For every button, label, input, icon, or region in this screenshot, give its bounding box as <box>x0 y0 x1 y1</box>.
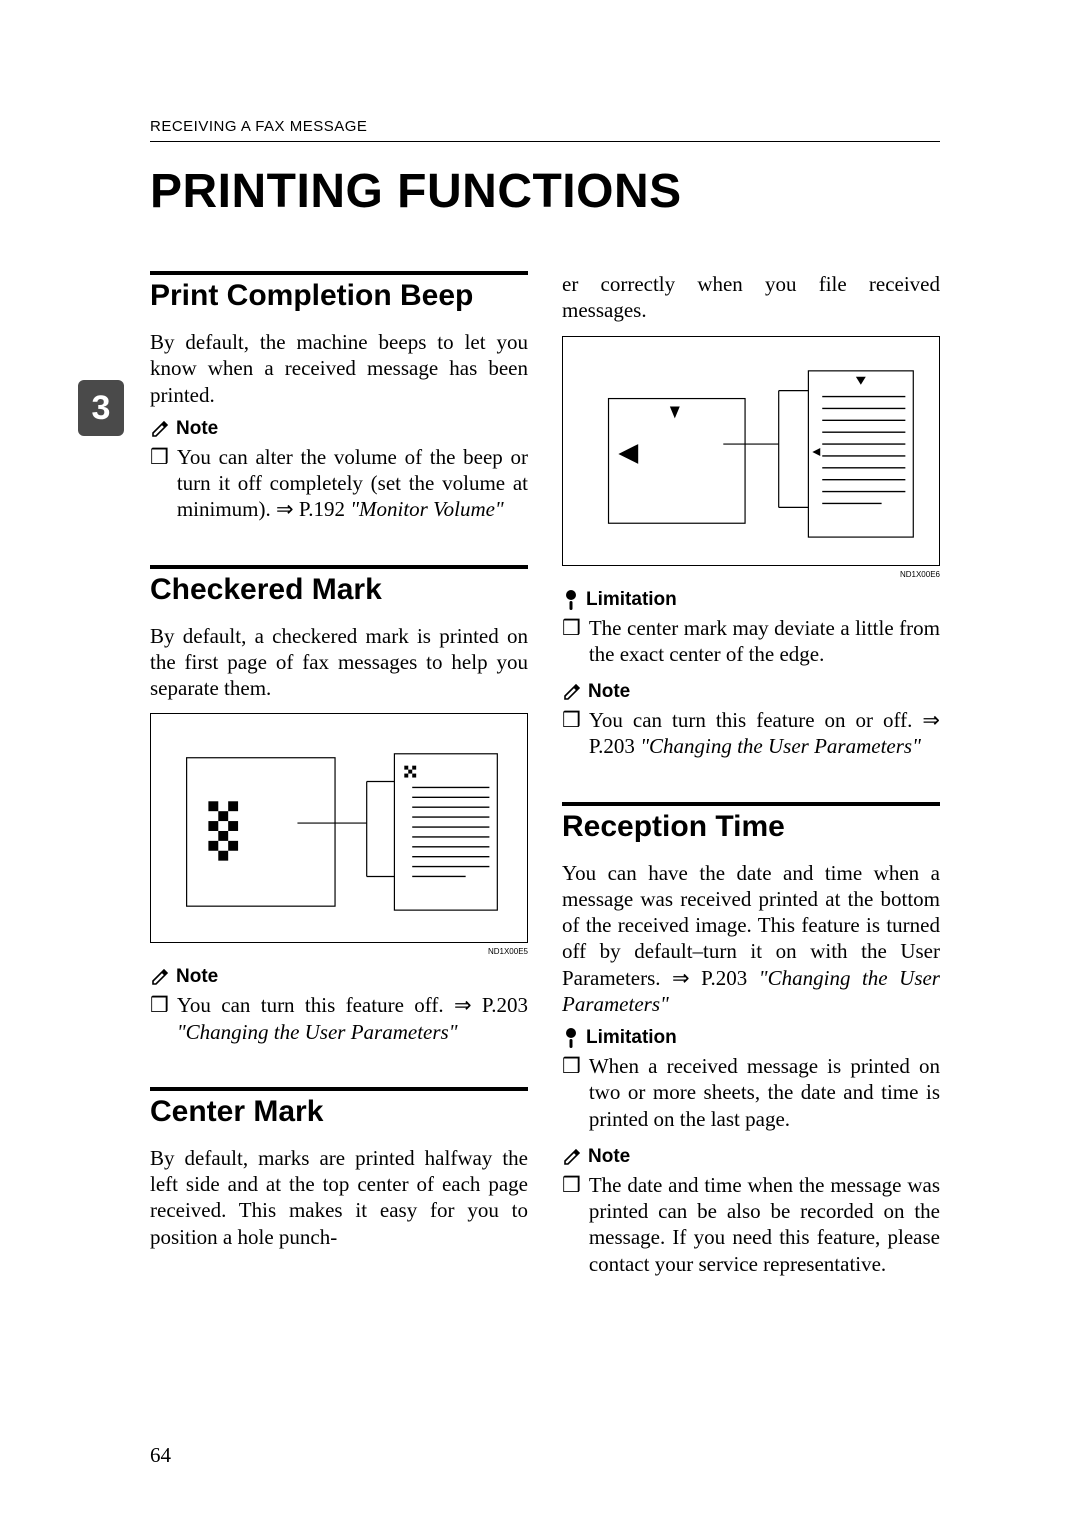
section-head-reception: Reception Time <box>562 810 940 844</box>
pencil-icon <box>150 967 170 987</box>
bullet-icon: ❒ <box>150 444 169 523</box>
section-rule <box>562 802 940 806</box>
section-head-print-beep: Print Completion Beep <box>150 279 528 313</box>
section-head-center: Center Mark <box>150 1095 528 1129</box>
note-callout: Note <box>562 1146 940 1168</box>
limitation-label: Limitation <box>586 589 677 611</box>
figure-code: ND1X00E5 <box>150 947 528 956</box>
note-item: ❒ You can turn this feature off. ⇒ P.203… <box>150 992 528 1045</box>
center-mark-diagram-icon <box>563 337 939 565</box>
section-rule <box>150 271 528 275</box>
note-text: You can turn this feature off. ⇒ P.203 "… <box>177 992 528 1045</box>
checkered-diagram-icon <box>151 714 527 942</box>
figure-code: ND1X00E6 <box>562 570 940 579</box>
running-head: RECEIVING A FAX MESSAGE <box>150 118 940 135</box>
note-callout: Note <box>562 681 940 703</box>
section-rule <box>150 565 528 569</box>
limitation-callout: Limitation <box>562 589 940 611</box>
section-rule <box>150 1087 528 1091</box>
pencil-icon <box>150 419 170 439</box>
note-text-plain: You can turn this feature off. ⇒ P.203 <box>177 993 528 1017</box>
note-text-ital: "Changing the User Parameters" <box>640 734 921 758</box>
body-text: By default, a checkered mark is printed … <box>150 623 528 702</box>
limitation-label: Limitation <box>586 1027 677 1049</box>
columns: Print Completion Beep By default, the ma… <box>150 271 940 1291</box>
note-item: ❒ The date and time when the message was… <box>562 1172 940 1277</box>
limitation-item: ❒ When a received message is printed on … <box>562 1053 940 1132</box>
note-text: You can turn this feature on or off. ⇒ P… <box>589 707 940 760</box>
bullet-icon: ❒ <box>562 1053 581 1132</box>
body-text: By default, marks are printed halfway th… <box>150 1145 528 1250</box>
note-text-ital: "Monitor Volume" <box>350 497 504 521</box>
limitation-text: When a received message is printed on tw… <box>589 1053 940 1132</box>
note-callout: Note <box>150 418 528 440</box>
bullet-icon: ❒ <box>150 992 169 1045</box>
page: RECEIVING A FAX MESSAGE PRINTING FUNCTIO… <box>0 0 1080 1528</box>
page-number: 64 <box>150 1443 171 1468</box>
pencil-icon <box>562 1147 582 1167</box>
header-rule <box>150 141 940 142</box>
page-title: PRINTING FUNCTIONS <box>150 164 940 219</box>
note-callout: Note <box>150 966 528 988</box>
right-column: er correctly when you file received mess… <box>562 271 940 1291</box>
note-label: Note <box>588 681 630 703</box>
note-label: Note <box>176 418 218 440</box>
figure-center-mark <box>562 336 940 566</box>
left-column: Print Completion Beep By default, the ma… <box>150 271 528 1291</box>
bullet-icon: ❒ <box>562 1172 581 1277</box>
note-text: You can alter the volume of the beep or … <box>177 444 528 523</box>
limitation-callout: Limitation <box>562 1027 940 1049</box>
body-text: You can have the date and time when a me… <box>562 860 940 1018</box>
limitation-icon <box>562 589 580 611</box>
bullet-icon: ❒ <box>562 707 581 760</box>
limitation-item: ❒ The center mark may deviate a little f… <box>562 615 940 668</box>
body-text: By default, the machine beeps to let you… <box>150 329 528 408</box>
note-text: The date and time when the message was p… <box>589 1172 940 1277</box>
limitation-text: The center mark may deviate a little fro… <box>589 615 940 668</box>
section-head-checkered: Checkered Mark <box>150 573 528 607</box>
limitation-icon <box>562 1027 580 1049</box>
note-item: ❒ You can turn this feature on or off. ⇒… <box>562 707 940 760</box>
body-text-continuation: er correctly when you file received mess… <box>562 271 940 324</box>
note-item: ❒ You can alter the volume of the beep o… <box>150 444 528 523</box>
bullet-icon: ❒ <box>562 615 581 668</box>
note-label: Note <box>176 966 218 988</box>
note-label: Note <box>588 1146 630 1168</box>
note-text-ital: "Changing the User Parameters" <box>177 1020 458 1044</box>
figure-checkered <box>150 713 528 943</box>
pencil-icon <box>562 682 582 702</box>
